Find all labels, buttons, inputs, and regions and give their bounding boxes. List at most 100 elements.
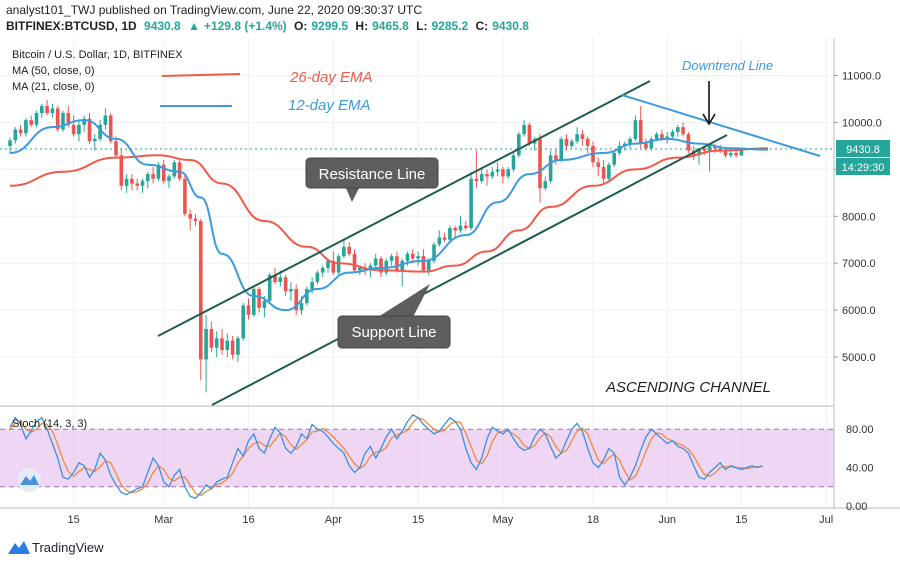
x-tick-label: Jun xyxy=(658,514,676,526)
x-tick-label: 16 xyxy=(242,514,254,526)
candle-body xyxy=(326,260,330,268)
candle-body xyxy=(723,150,728,156)
candle-body xyxy=(188,213,192,219)
candle-body xyxy=(320,267,325,273)
countdown-tag-bg xyxy=(836,158,890,175)
candle-body xyxy=(66,113,71,125)
resistance-callout: Resistance Line xyxy=(305,157,439,202)
callout-pointer xyxy=(375,284,430,319)
candle-body xyxy=(479,174,484,182)
callout-box xyxy=(305,157,439,189)
stoch-tick-label: 0.00 xyxy=(846,501,867,513)
candle-body xyxy=(193,218,198,221)
candle-body xyxy=(87,118,92,142)
candle-body xyxy=(601,167,606,179)
candle-body xyxy=(24,120,28,134)
candle-body xyxy=(151,174,155,179)
stoch-tick-label: 40.00 xyxy=(846,463,874,475)
down-arrow-annotation xyxy=(702,81,716,126)
close-value: 9430.8 xyxy=(492,19,529,33)
footer: TradingView xyxy=(0,533,900,562)
y-tick-label: 10000.0 xyxy=(842,117,882,129)
time-axis[interactable]: 15 Mar 16 Apr 15 May 18 Jun 15 Jul xyxy=(67,514,833,526)
candle-body xyxy=(50,108,55,114)
price-chart-svg[interactable]: 26-day EMA 12-day EMA Downtrend Line ASC… xyxy=(0,38,900,530)
candle-body xyxy=(45,106,49,114)
candle-body xyxy=(373,258,378,266)
candle-body xyxy=(607,164,611,179)
ema12-line xyxy=(9,119,768,312)
ema26-annotation: 26-day EMA xyxy=(289,69,373,86)
x-tick-label: 18 xyxy=(587,514,599,526)
candle-body xyxy=(156,164,161,179)
close-label: C: xyxy=(475,19,489,33)
ema-legend-swatches xyxy=(160,73,241,107)
x-tick-label: 15 xyxy=(735,514,747,526)
candle-body xyxy=(161,164,166,182)
candle-body xyxy=(13,129,18,141)
candle-body xyxy=(400,260,404,271)
x-tick-label: Apr xyxy=(325,514,342,526)
candle-body xyxy=(183,178,187,214)
candle-body xyxy=(204,328,208,360)
candle-body xyxy=(93,138,97,142)
candle-body xyxy=(172,162,177,177)
support-callout: Support Line xyxy=(337,284,451,349)
candle-body xyxy=(665,136,669,139)
candle-body xyxy=(517,134,521,156)
candle-body xyxy=(617,145,622,153)
candle-body xyxy=(146,174,150,182)
support-trendline[interactable] xyxy=(211,134,728,406)
candle-body xyxy=(331,260,336,273)
low-value: 9285.2 xyxy=(431,19,469,33)
candle-body xyxy=(273,274,277,282)
x-tick-label: 15 xyxy=(412,514,424,526)
candle-body xyxy=(442,237,447,240)
stoch-k-line xyxy=(9,413,763,500)
footer-brand: TradingView xyxy=(32,540,104,555)
last-price-tag-value: 9430.8 xyxy=(846,144,880,156)
candle-body xyxy=(18,129,23,134)
candle-body xyxy=(506,169,510,177)
candle-body xyxy=(130,178,134,184)
publish-info: analyst101_TWJ published on TradingView.… xyxy=(6,3,423,17)
candle-body xyxy=(34,113,39,125)
stoch-pane xyxy=(0,428,834,488)
high-value: 9465.8 xyxy=(372,19,409,33)
candle-body xyxy=(8,140,12,146)
candle-body xyxy=(495,169,500,172)
x-tick-label: Mar xyxy=(154,514,173,526)
x-tick-label: 15 xyxy=(67,514,79,526)
candle-body xyxy=(262,300,267,308)
candle-body xyxy=(432,244,436,261)
candle-body xyxy=(98,124,102,139)
x-tick-label: May xyxy=(493,514,514,526)
resistance-trendline[interactable] xyxy=(157,80,651,337)
ema12-annotation: 12-day EMA xyxy=(288,97,371,114)
candle-body xyxy=(257,289,261,308)
candle-body xyxy=(140,181,145,186)
arrow-down-icon xyxy=(702,113,716,126)
candle-body xyxy=(108,115,113,142)
candle-body xyxy=(612,152,616,165)
chart-area[interactable]: 26-day EMA 12-day EMA Downtrend Line ASC… xyxy=(0,38,900,530)
candle-body xyxy=(575,134,579,142)
candle-body xyxy=(474,178,479,182)
candle-body xyxy=(278,277,283,282)
legend-ma50: MA (50, close, 0) xyxy=(12,65,95,77)
triangle-up-icon: ▲ xyxy=(188,19,200,33)
open-label: O: xyxy=(294,19,308,33)
candle-body xyxy=(644,143,648,149)
candle-body xyxy=(628,138,632,144)
downtrend-line[interactable] xyxy=(621,94,821,157)
candle-body xyxy=(395,256,399,271)
candle-body xyxy=(82,118,86,125)
ohlc-bar: BITFINEX:BTCUSD, 1D 9430.8 ▲ +129.8 (+1.4… xyxy=(6,19,533,33)
candle-body xyxy=(289,289,293,292)
candle-body xyxy=(40,106,44,114)
candle-body xyxy=(734,152,738,156)
symbol-label: BITFINEX:BTCUSD, 1D xyxy=(6,19,137,33)
y-tick-label: 8000.0 xyxy=(842,211,876,223)
candle-body xyxy=(379,258,383,273)
y-tick-label: 7000.0 xyxy=(842,258,876,270)
